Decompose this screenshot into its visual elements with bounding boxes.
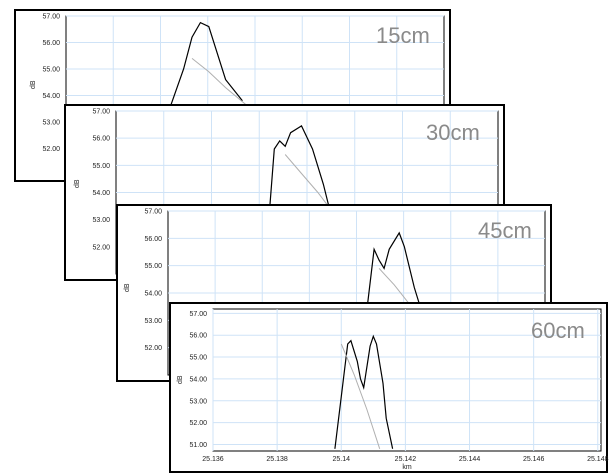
y-axis-label: dB	[177, 375, 184, 384]
y-tick-label: 55.00	[189, 355, 207, 362]
series-line-trace	[363, 231, 425, 335]
y-tick-label: 53.00	[42, 120, 60, 127]
x-axis-label: km	[402, 464, 412, 471]
x-tick-label: 25.136	[202, 456, 224, 463]
plot-title: 15cm	[376, 23, 430, 48]
chart-svg: 57.00 56.00 55.00 54.00 53.00 52.00 51.00 25.13…	[189, 308, 609, 471]
plot-title: 60cm	[531, 318, 585, 343]
series-line-reference	[340, 343, 381, 449]
y-tick-label: 54.00	[144, 291, 162, 298]
y-tick-label: 56.00	[144, 236, 162, 243]
y-tick-label: 54.00	[92, 190, 110, 197]
series-line-reference	[191, 58, 252, 110]
chart-svg: 57.00 56.00 55.00 54.00 53.00 52.00	[92, 109, 499, 275]
y-tick-label: 56.00	[42, 40, 60, 47]
x-tick-label: 25.138	[266, 456, 288, 463]
y-tick-label: 51.00	[189, 442, 207, 449]
y-tick-label: 52.00	[144, 345, 162, 352]
x-tick-label: 25.142	[395, 456, 417, 463]
y-tick-label: 52.00	[92, 244, 110, 251]
series-line-trace	[268, 125, 330, 220]
y-tick-label: 52.00	[189, 420, 207, 427]
y-tick-label: 55.00	[92, 163, 110, 170]
y-tick-label: 57.00	[42, 14, 60, 21]
y-axis-label: dB	[74, 179, 81, 188]
plot-title: 45cm	[478, 218, 532, 243]
x-tick-label: 25.148	[587, 456, 609, 463]
y-tick-label: 54.00	[189, 376, 207, 383]
y-tick-label: 53.00	[144, 318, 162, 325]
y-tick-label: 57.00	[189, 311, 207, 318]
y-tick-label: 53.00	[189, 398, 207, 405]
chart-panel-60cm: 57.00 56.00 55.00 54.00 53.00 52.00 51.00 25.13…	[169, 302, 609, 473]
y-tick-label: 55.00	[144, 263, 162, 270]
y-tick-label: 57.00	[144, 209, 162, 216]
y-tick-label: 52.00	[42, 146, 60, 153]
y-axis-label: dB	[124, 283, 131, 292]
series-line-reference	[284, 154, 335, 215]
x-tick-label: 25.146	[523, 456, 545, 463]
y-tick-label: 54.00	[42, 93, 60, 100]
y-tick-label: 57.00	[92, 109, 110, 116]
series-line-trace	[166, 21, 243, 117]
y-tick-label: 56.00	[189, 333, 207, 340]
x-tick-label: 25.14	[332, 456, 350, 463]
y-tick-label: 53.00	[92, 217, 110, 224]
y-tick-label: 56.00	[92, 136, 110, 143]
plot-title: 30cm	[426, 120, 480, 145]
x-tick-label: 25.144	[459, 456, 481, 463]
y-tick-label: 55.00	[42, 67, 60, 74]
series-line-trace	[334, 334, 394, 449]
y-axis-label: dB	[30, 80, 37, 89]
